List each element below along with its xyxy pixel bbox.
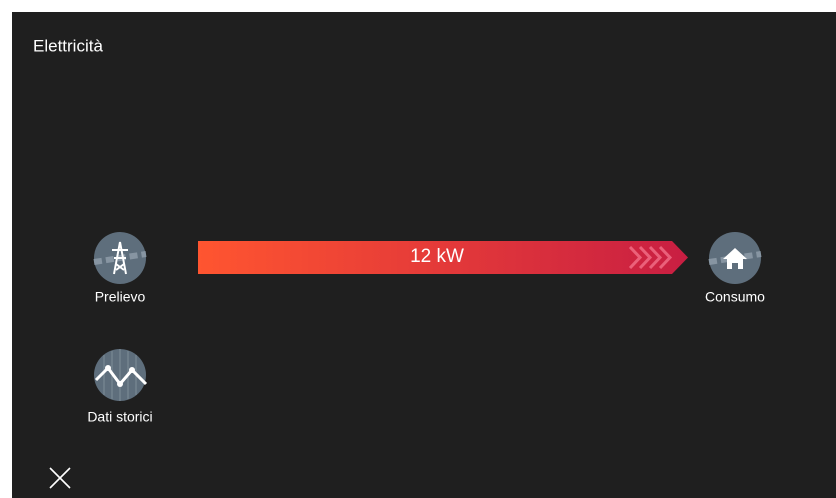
node-label: Dati storici [87, 409, 152, 425]
title: Elettricità [33, 36, 103, 55]
node-label: Consumo [705, 289, 765, 305]
node-dati-storici[interactable]: Dati storici [87, 349, 153, 425]
flow-label: 12 kW [410, 246, 464, 267]
node-label: Prelievo [95, 289, 146, 305]
node-prelievo[interactable]: Prelievo [93, 232, 147, 305]
node-consumo[interactable]: Consumo [705, 232, 765, 305]
flow-bar: 12 kW [198, 241, 688, 274]
close-button[interactable] [49, 467, 71, 489]
